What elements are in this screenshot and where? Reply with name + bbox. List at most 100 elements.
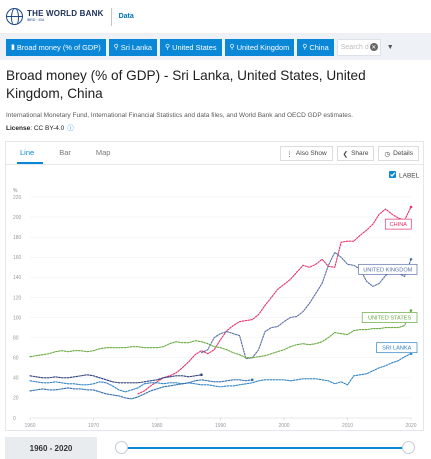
brand-name: THE WORLD BANK — [27, 9, 104, 19]
series-line-1[interactable] — [200, 251, 412, 360]
series-line-3[interactable] — [29, 353, 412, 393]
tab-line[interactable]: Line — [17, 148, 44, 164]
also-show-label: Also Show — [295, 150, 327, 157]
share-icon: ❮ — [342, 150, 349, 158]
search-input[interactable]: Search d ✕ — [336, 38, 381, 56]
x-tick-label: 1970 — [88, 423, 99, 429]
chip-label: Sri Lanka — [120, 42, 153, 52]
title-block: Broad money (% of GDP) - Sri Lanka, Unit… — [0, 60, 431, 132]
share-button[interactable]: ❮ Share — [336, 146, 375, 161]
license-label: License — [6, 125, 31, 132]
y-tick-label: 40 — [13, 376, 19, 382]
country-chip-united-states[interactable]: ⚲ United States — [160, 38, 222, 56]
x-tick-label: 1990 — [215, 423, 226, 429]
series-label-text: UNITED KINGDOM — [363, 267, 412, 273]
share-label: Share — [351, 150, 369, 157]
label-checkbox[interactable] — [389, 171, 396, 178]
top-bar: THE WORLD BANK IBRD · IDA Data — [0, 0, 431, 34]
chip-label: United Kingdom — [236, 42, 290, 52]
clock-icon: ◷ — [384, 150, 391, 158]
also-show-button[interactable]: ⋮ Also Show — [280, 146, 333, 161]
chip-label: United States — [172, 42, 217, 52]
slider-end-handle[interactable] — [402, 441, 415, 454]
series-line-4[interactable] — [29, 379, 253, 400]
series-end-point-1[interactable] — [409, 257, 413, 261]
info-icon[interactable]: ⓘ — [67, 125, 74, 132]
series-label-text: UNITED STATES — [368, 316, 412, 322]
series-label-text: CHINA — [390, 222, 408, 228]
x-tick-label: 2010 — [342, 423, 353, 429]
x-axis: 1960 1970 1980 1990 2000 2010 2020 — [24, 418, 417, 429]
source-note: International Monetary Fund, Internation… — [6, 112, 353, 119]
series-group — [29, 205, 413, 400]
chip-label: Broad money (% of GDP) — [16, 42, 101, 52]
indicator-chip[interactable]: ▮ Broad money (% of GDP) — [6, 38, 106, 56]
x-tick-label: 2020 — [405, 423, 416, 429]
checkmark-icon — [390, 172, 396, 177]
y-tick-label: 140 — [13, 275, 22, 281]
y-tick-label: 120 — [13, 295, 22, 301]
search-placeholder: Search d — [340, 43, 369, 51]
brand[interactable]: THE WORLD BANK IBRD · IDA — [27, 10, 104, 23]
series-line-2[interactable] — [29, 309, 412, 359]
y-tick-label: 160 — [13, 255, 22, 261]
label-toggle[interactable]: LABEL — [389, 171, 420, 180]
country-chip-sri-lanka[interactable]: ⚲ Sri Lanka — [108, 38, 158, 56]
series-end-point-4[interactable] — [250, 378, 254, 382]
series-end-point-0[interactable] — [409, 205, 413, 209]
license-value: : CC BY-4.0 — [30, 125, 65, 132]
series-line-0[interactable] — [137, 206, 412, 395]
clear-icon[interactable]: ✕ — [369, 43, 378, 51]
y-tick-label: 180 — [13, 235, 22, 241]
y-tick-label: 60 — [13, 356, 19, 362]
y-tick-label: 200 — [13, 215, 22, 221]
series-label-text: SRI LANKA — [382, 346, 411, 352]
series-end-point-2[interactable] — [409, 309, 413, 312]
series-label-box — [376, 342, 418, 354]
map-pin-icon: ⚲ — [165, 44, 171, 51]
country-chip-united-kingdom[interactable]: ⚲ United Kingdom — [224, 38, 295, 56]
label-toggle-text: LABEL — [399, 173, 420, 180]
series-end-point-3[interactable] — [409, 352, 413, 356]
y-unit-label: % — [13, 188, 18, 194]
grid — [30, 196, 411, 419]
more-vertical-icon: ⋮ — [286, 150, 293, 158]
y-axis: % 0 20 40 60 80 100 120 140 160 180 200 220 — [13, 188, 22, 422]
series-labels: CHINA UNITED KINGDOM UNITED STATES SRI LANK… — [358, 218, 418, 354]
tab-bar[interactable]: Bar — [59, 148, 71, 157]
chip-label: China — [309, 42, 329, 52]
map-pin-icon: ⚲ — [113, 44, 119, 51]
y-tick-label: 220 — [13, 195, 22, 201]
x-tick-label: 1960 — [24, 423, 35, 429]
series-label-box — [358, 263, 418, 275]
year-range-label: 1960 - 2020 — [5, 437, 97, 459]
chevron-down-icon[interactable]: ▼ — [386, 43, 394, 51]
bar-chart-icon: ▮ — [11, 44, 15, 51]
chart-actions: ⋮ Also Show ❮ Share ◷ Details — [280, 146, 419, 161]
year-range-slider: 1960 - 2020 — [5, 437, 424, 459]
chart-card: Line Bar Map ⋮ Also Show ❮ Share ◷ Details … — [5, 141, 424, 431]
y-tick-label: 20 — [13, 396, 19, 402]
brand-subtitle: IBRD · IDA — [27, 18, 45, 23]
world-bank-logo-icon[interactable] — [6, 8, 23, 25]
x-tick-label: 1980 — [151, 423, 162, 429]
map-pin-icon: ⚲ — [302, 44, 308, 51]
line-chart: % 0 20 40 60 80 100 120 140 160 180 200 220 1960 1970… — [13, 171, 420, 429]
chart-tabs: Line Bar Map ⋮ Also Show ❮ Share ◷ Details — [6, 142, 423, 165]
slider-start-handle[interactable] — [115, 441, 128, 454]
details-button[interactable]: ◷ Details — [378, 146, 419, 161]
series-label-box — [384, 218, 412, 230]
series-label-box — [361, 312, 418, 323]
license-line: License: CC BY-4.0 ⓘ — [6, 122, 425, 132]
data-section-link[interactable]: Data — [118, 13, 134, 20]
y-tick-label: 100 — [13, 315, 22, 321]
map-pin-icon: ⚲ — [229, 44, 235, 51]
x-tick-label: 2000 — [278, 423, 289, 429]
series-end-point-5[interactable] — [200, 373, 203, 377]
slider-track[interactable] — [121, 447, 408, 449]
tab-map[interactable]: Map — [95, 148, 111, 157]
series-line-5[interactable] — [29, 374, 203, 384]
y-tick-label: 0 — [13, 416, 16, 422]
details-label: Details — [393, 150, 413, 157]
country-chip-china[interactable]: ⚲ China — [297, 38, 334, 56]
